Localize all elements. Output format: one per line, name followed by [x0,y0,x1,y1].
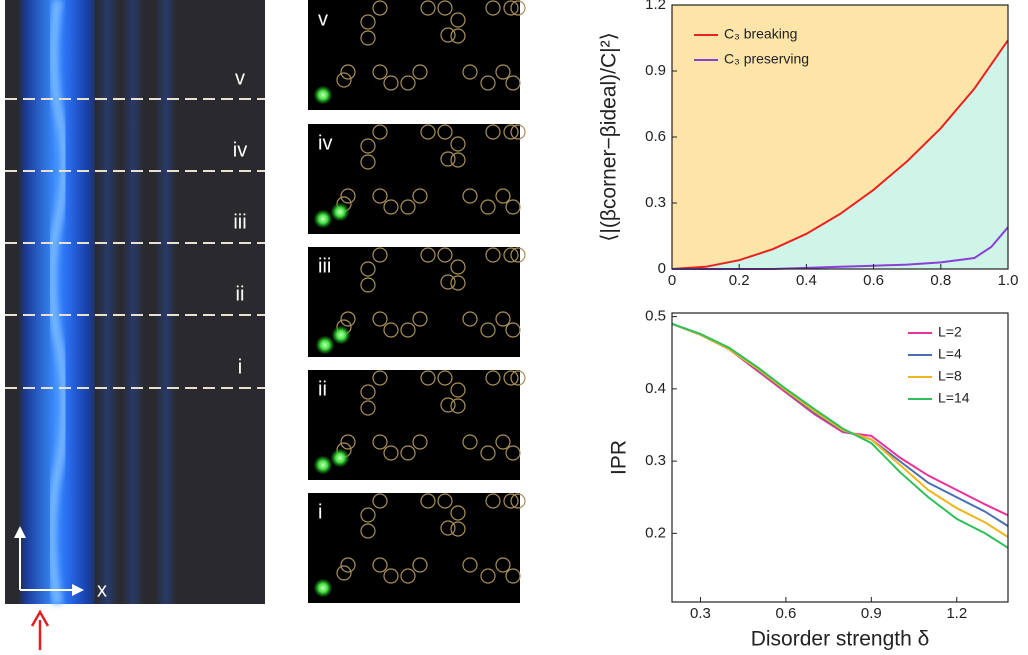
axis-label: x [97,579,107,601]
panel-label: iii [233,211,246,233]
x-tick-label: 0.4 [796,272,817,289]
snapshot-label: i [318,501,322,523]
x-axis-label: Disorder strength δ [751,628,930,651]
y-tick-label: 0.9 [645,62,666,79]
x-tick-label: 1.0 [998,272,1019,289]
snapshot-bg [308,0,520,110]
x-tick-label: 0.6 [863,272,884,289]
y-tick-label: 0.3 [645,194,666,211]
y-tick-label: 0.5 [645,308,666,325]
glow-dot [316,336,334,354]
snapshot-bg [308,493,520,603]
stripe [155,0,177,604]
panel-label: i [238,356,242,378]
y-tick-label: 0.3 [645,452,666,469]
stripe [122,0,144,604]
y-axis-label: IPR [608,440,631,475]
glow-dot [314,86,332,104]
x-tick-label: 0.8 [930,272,951,289]
snapshot-label: v [318,8,328,30]
y-tick-label: 1.2 [645,0,666,13]
y-tick-label: 0 [658,260,666,277]
y-tick-label: 0.6 [645,128,666,145]
legend-label: C₃ breaking [724,26,797,42]
stripe [95,0,120,604]
legend-label: L=14 [938,390,970,406]
x-tick-label: 0.9 [861,605,882,622]
glow-dot [331,449,349,467]
x-tick-label: 0.2 [729,272,750,289]
legend-label: L=2 [938,324,962,340]
y-axis-label: ⟨|(βcorner−βideal)/C|²⟩ [598,32,621,242]
x-tick-label: 0.3 [690,605,711,622]
panel-label: ii [236,283,245,305]
glow-dot [314,456,332,474]
snapshot-label: ii [318,378,327,400]
x-tick-label: 1.2 [946,605,967,622]
glow-dot [314,210,332,228]
glow-dot [332,326,350,344]
x-tick-label: 0 [668,272,676,289]
figure: x viviiiiii viviiiiii00.20.40.60.81.000.… [0,0,1028,655]
y-tick-label: 0.2 [645,524,666,541]
panel-label: iv [233,139,247,161]
y-tick-label: 0.4 [645,380,666,397]
glow-dot [331,203,349,221]
legend-label: L=8 [938,368,962,384]
snapshot-label: iv [318,132,332,154]
glow-dot [314,579,332,597]
legend-label: L=4 [938,346,962,362]
legend-label: C₃ preserving [724,51,809,67]
panel-label: v [235,67,245,89]
left-panel: x [5,0,265,650]
x-tick-label: 0.6 [775,605,796,622]
snapshot-label: iii [318,255,331,277]
